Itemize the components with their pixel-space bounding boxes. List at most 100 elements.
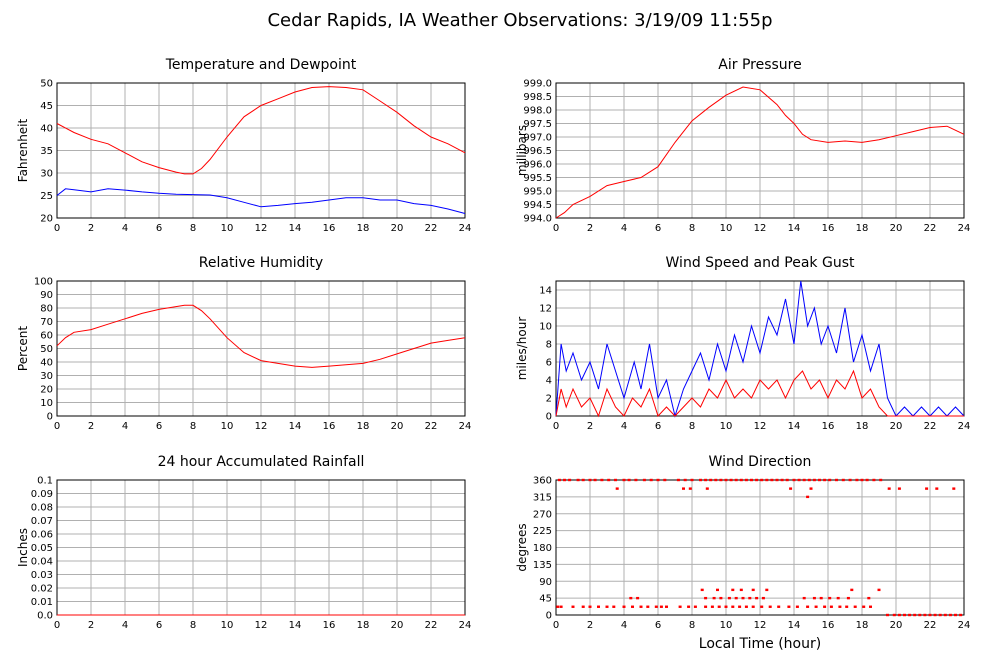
x-tick-label: 22 (924, 620, 937, 631)
data-point (814, 605, 818, 608)
x-tick-label: 22 (924, 223, 937, 234)
y-tick-label: 30 (40, 371, 53, 382)
data-point (785, 478, 789, 482)
series-line-1 (555, 86, 965, 219)
chart-rain: 0 2 4 6 8 10 12 14 16 18 20 22 240.00.010.020.030.04… (16, 454, 471, 631)
data-point (571, 605, 575, 608)
y-axis-label: degrees (515, 523, 529, 571)
data-point (563, 478, 566, 482)
y-tick-label: 35 (40, 146, 53, 157)
x-tick-label: 6 (156, 223, 162, 234)
data-point (789, 487, 793, 490)
data-point (597, 605, 600, 608)
data-point (845, 605, 849, 608)
y-tick-label: 45 (40, 101, 53, 112)
data-point (892, 613, 896, 617)
series-line-1 (555, 280, 965, 418)
x-tick-label: 10 (720, 223, 733, 234)
x-tick-label: 16 (822, 421, 835, 432)
data-point (867, 596, 871, 600)
x-tick-label: 2 (587, 223, 593, 234)
data-point (862, 605, 866, 608)
data-point (897, 613, 901, 617)
data-point (683, 478, 687, 482)
x-tick-label: 8 (689, 223, 695, 234)
data-point (886, 613, 889, 617)
chart-temp: 0 2 4 6 8 10 12 14 16 18 20 22 2420253035404550Tempe… (16, 57, 471, 234)
series-line-2 (555, 369, 964, 418)
data-point (576, 478, 580, 482)
data-point (568, 478, 572, 482)
data-point (588, 605, 592, 608)
x-tick-label: 4 (621, 620, 627, 631)
x-tick-label: 22 (425, 223, 438, 234)
y-tick-label: 997.5 (523, 119, 552, 130)
data-point (933, 613, 937, 617)
series-line-1 (56, 304, 466, 368)
data-point (828, 478, 832, 482)
y-tick-label: 10 (40, 398, 53, 409)
x-tick-label: 4 (621, 421, 627, 432)
data-point (734, 478, 738, 482)
x-tick-label: 10 (720, 421, 733, 432)
data-point (923, 613, 927, 617)
data-point (639, 605, 643, 608)
y-tick-label: 8 (546, 340, 552, 351)
y-tick-label: 0.09 (31, 489, 53, 500)
data-point (717, 605, 721, 608)
y-tick-label: 0.05 (31, 543, 53, 554)
x-tick-label: 12 (754, 421, 767, 432)
data-point (751, 605, 755, 608)
data-point (687, 605, 691, 608)
y-tick-label: 2 (546, 394, 552, 405)
y-tick-label: 0.06 (31, 530, 53, 541)
data-point (780, 478, 784, 482)
x-tick-label: 24 (958, 223, 971, 234)
series-line-1 (56, 86, 466, 175)
y-tick-label: 0 (47, 412, 53, 423)
data-point (581, 605, 585, 608)
chart-direction: 0 2 4 6 8 10 12 14 16 18 20 22 240459013518022527031… (515, 454, 970, 631)
data-point (887, 487, 891, 490)
x-tick-label: 14 (289, 421, 302, 432)
data-point (908, 613, 912, 617)
y-tick-label: 90 (539, 577, 552, 588)
x-tick-label: 0 (553, 620, 559, 631)
x-tick-label: 20 (391, 421, 404, 432)
x-tick-label: 16 (323, 223, 336, 234)
y-tick-label: 315 (533, 492, 552, 503)
y-tick-label: 20 (40, 214, 53, 225)
chart-humidity: 0 2 4 6 8 10 12 14 16 18 20 22 240102030405060708090… (16, 255, 471, 432)
data-point (818, 478, 821, 482)
data-point (739, 588, 743, 592)
x-tick-label: 2 (88, 223, 94, 234)
data-point (877, 588, 881, 592)
y-tick-label: 100 (34, 277, 53, 288)
y-tick-label: 998.5 (523, 92, 552, 103)
data-point (954, 613, 957, 617)
y-tick-label: 135 (533, 560, 552, 571)
x-tick-label: 24 (459, 223, 472, 234)
data-point (903, 613, 906, 617)
data-point (928, 613, 932, 617)
data-point (704, 605, 708, 608)
x-tick-label: 12 (255, 620, 268, 631)
data-point (615, 487, 619, 490)
data-point (593, 478, 597, 482)
data-point (614, 478, 617, 482)
y-tick-label: 225 (533, 526, 552, 537)
y-tick-label: 50 (40, 79, 53, 90)
y-tick-label: 0.08 (31, 503, 53, 514)
data-point (897, 487, 901, 490)
data-point (850, 588, 854, 592)
y-axis-label: Fahrenheit (16, 118, 30, 182)
data-point (943, 613, 947, 617)
data-point (627, 478, 631, 482)
x-tick-label: 24 (958, 620, 971, 631)
y-tick-label: 0.07 (31, 516, 53, 527)
x-tick-label: 2 (587, 620, 593, 631)
data-point (860, 478, 864, 482)
data-point (935, 487, 939, 490)
x-tick-label: 4 (122, 421, 128, 432)
